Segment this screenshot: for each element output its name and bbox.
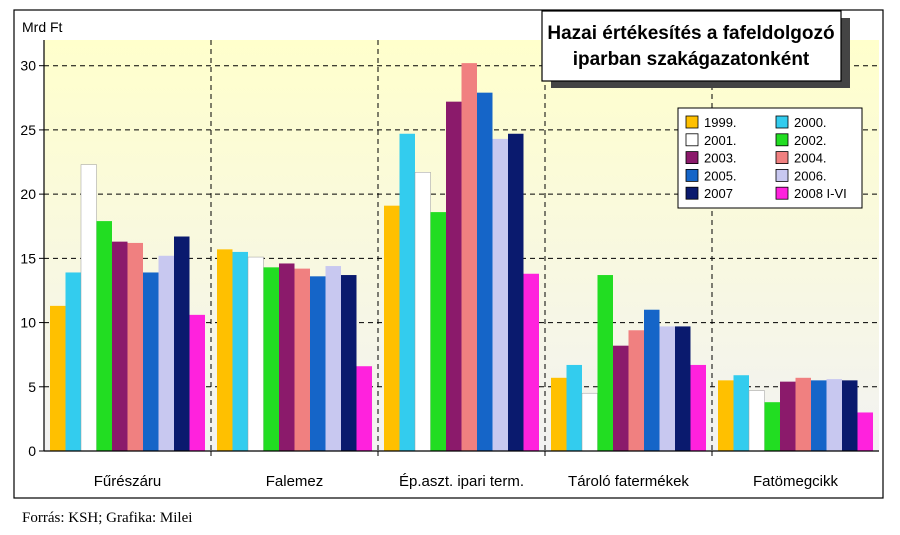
legend-swatch bbox=[685, 115, 699, 129]
legend-label: 1999. bbox=[704, 115, 737, 130]
bar bbox=[644, 309, 660, 451]
bar bbox=[384, 205, 400, 451]
bar bbox=[446, 101, 462, 452]
bar bbox=[461, 63, 477, 452]
legend-label: 2003. bbox=[704, 151, 737, 166]
chart-title-box: Hazai értékesítés a fafeldolgozó iparban… bbox=[541, 10, 850, 88]
bar bbox=[414, 172, 431, 452]
legend-label: 2002. bbox=[794, 133, 827, 148]
chart-title-line-1: Hazai értékesítés a fafeldolgozó bbox=[547, 23, 834, 44]
y-tick-label: 10 bbox=[20, 315, 36, 331]
legend-swatch bbox=[685, 151, 699, 165]
y-axis-label: Mrd Ft bbox=[22, 19, 63, 35]
bar bbox=[675, 326, 691, 451]
bar bbox=[613, 345, 629, 451]
category-label: Fűrészáru bbox=[94, 473, 162, 490]
category-label: Ép.aszt. ipari term. bbox=[399, 473, 524, 490]
chart: Mrd Ft 0 5 10 15 20 25 30 Fűrészáru Falemez Ép.a… bbox=[13, 9, 884, 499]
bar bbox=[399, 133, 415, 451]
legend-label: 2007 bbox=[704, 186, 733, 201]
bar bbox=[65, 272, 81, 451]
bar bbox=[325, 266, 341, 451]
bar bbox=[826, 379, 842, 451]
bar bbox=[279, 263, 295, 451]
legend-swatch bbox=[685, 133, 699, 147]
legend-swatch bbox=[775, 186, 789, 200]
bar bbox=[356, 366, 372, 451]
bar bbox=[310, 276, 326, 451]
bar bbox=[232, 251, 248, 451]
legend-label: 2008 I-VI bbox=[794, 186, 847, 201]
category-labels: Fűrészáru Falemez Ép.aszt. ipari term. Táro… bbox=[94, 473, 839, 490]
legend-label: 2006. bbox=[794, 168, 827, 183]
bar bbox=[764, 402, 780, 451]
source-note: Forrás: KSH; Grafika: Milei bbox=[22, 510, 193, 526]
bar bbox=[294, 268, 310, 451]
bar bbox=[523, 273, 539, 451]
bar bbox=[174, 236, 190, 451]
bar bbox=[158, 255, 174, 451]
y-tick-label: 0 bbox=[28, 443, 36, 459]
bar bbox=[733, 375, 749, 451]
legend-label: 2004. bbox=[794, 151, 827, 166]
category-label: Falemez bbox=[266, 473, 324, 490]
legend-swatch bbox=[775, 168, 789, 182]
y-tick-label: 30 bbox=[20, 58, 36, 74]
chart-title-line-2: iparban szakágazatonként bbox=[573, 49, 810, 70]
bar bbox=[508, 133, 524, 451]
y-tick-labels: 0 5 10 15 20 25 30 bbox=[20, 58, 36, 459]
y-tick-label: 5 bbox=[28, 379, 36, 395]
legend-label: 2005. bbox=[704, 168, 737, 183]
legend-swatch bbox=[775, 151, 789, 165]
bar bbox=[748, 390, 765, 452]
bar bbox=[189, 314, 205, 451]
bar bbox=[430, 212, 446, 451]
bar bbox=[217, 249, 233, 451]
bar bbox=[477, 92, 493, 452]
legend: 1999. 2000. 2001. 2002. 2003. 2004. 2005. 2006.… bbox=[677, 107, 863, 209]
y-tick-label: 20 bbox=[20, 186, 36, 202]
y-tick-label: 15 bbox=[20, 250, 36, 266]
legend-label: 2001. bbox=[704, 133, 737, 148]
bar bbox=[581, 392, 598, 452]
bar bbox=[857, 412, 873, 451]
bar bbox=[112, 241, 128, 451]
bar bbox=[127, 242, 143, 451]
bar bbox=[341, 275, 357, 451]
bar bbox=[566, 364, 582, 451]
bar bbox=[492, 138, 508, 451]
legend-label: 2000. bbox=[794, 115, 827, 130]
legend-swatch bbox=[775, 115, 789, 129]
bar bbox=[795, 377, 811, 451]
bar bbox=[551, 377, 567, 451]
legend-swatch bbox=[685, 168, 699, 182]
bar bbox=[80, 164, 97, 452]
bar bbox=[811, 380, 827, 451]
legend-swatch bbox=[685, 186, 699, 200]
category-label: Tároló fatermékek bbox=[568, 473, 689, 490]
bar bbox=[247, 256, 264, 452]
bars bbox=[50, 63, 873, 452]
y-tick-label: 25 bbox=[20, 122, 36, 138]
bar bbox=[718, 380, 734, 451]
axes bbox=[39, 40, 879, 456]
bar bbox=[659, 326, 675, 451]
bar bbox=[842, 380, 858, 451]
bar bbox=[597, 275, 613, 451]
category-label: Fatömegcikk bbox=[753, 473, 839, 490]
bar bbox=[143, 272, 159, 451]
bar bbox=[263, 267, 279, 451]
bar bbox=[690, 364, 706, 451]
bar bbox=[780, 381, 796, 451]
bar bbox=[628, 330, 644, 451]
bar bbox=[96, 221, 112, 451]
bar bbox=[50, 305, 66, 451]
legend-swatch bbox=[775, 133, 789, 147]
